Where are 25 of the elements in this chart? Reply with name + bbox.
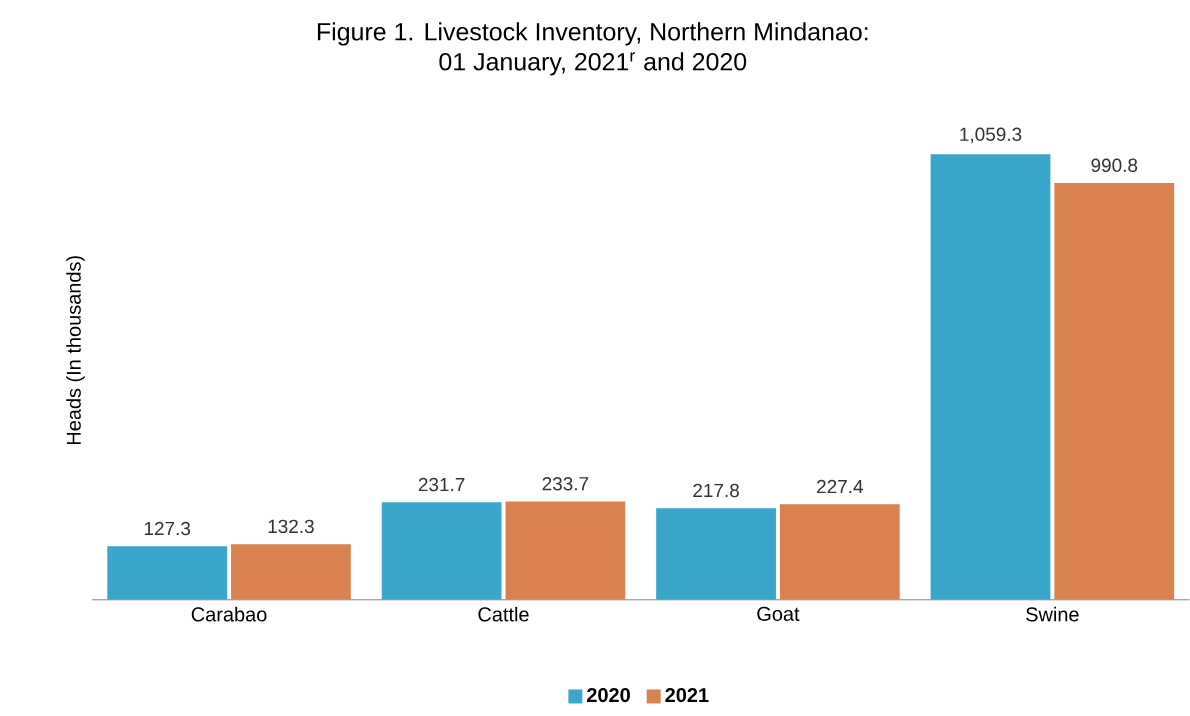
chart-subtitle: 01 January, 2021$^{r}$ and 2020 xyxy=(439,52,747,76)
x-tick-label: Cattle xyxy=(478,607,529,622)
legend-label: 2020 xyxy=(587,688,630,703)
bar xyxy=(930,154,1051,600)
bar xyxy=(656,508,776,600)
bar xyxy=(779,504,900,600)
bar xyxy=(231,544,351,600)
bar xyxy=(381,502,502,600)
chart-title: Figure 1. Livestock Inventory, Northern Mindanao: xyxy=(317,22,868,46)
data-label: 132.3 xyxy=(268,519,314,534)
data-label: 1,059.3 xyxy=(960,127,1022,144)
bar xyxy=(107,546,228,600)
data-label: 990.8 xyxy=(1091,158,1138,173)
data-label: 233.7 xyxy=(542,477,589,491)
y-axis-title: Heads (In thousands) xyxy=(66,256,85,445)
bar xyxy=(505,501,626,600)
data-label: 127.3 xyxy=(144,521,191,536)
x-tick-label: Carabao xyxy=(191,607,267,622)
legend-label: 2021 xyxy=(665,688,709,703)
x-tick-label: Goat xyxy=(757,607,800,622)
data-label: 231.7 xyxy=(418,478,465,492)
bar xyxy=(1054,183,1175,600)
x-tick-label: Swine xyxy=(1026,607,1079,622)
data-label: 217.8 xyxy=(693,483,739,498)
data-label: 227.4 xyxy=(817,480,863,494)
